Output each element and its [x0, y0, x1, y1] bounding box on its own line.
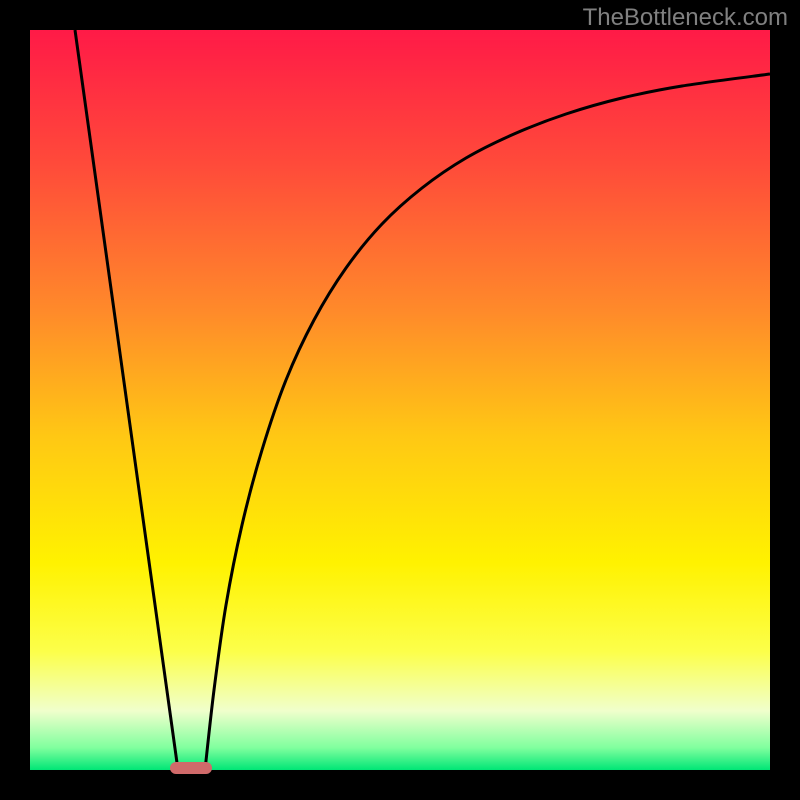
sweet-spot-marker	[170, 762, 212, 774]
watermark-text: TheBottleneck.com	[583, 4, 788, 32]
chart-plot-area	[30, 30, 770, 770]
